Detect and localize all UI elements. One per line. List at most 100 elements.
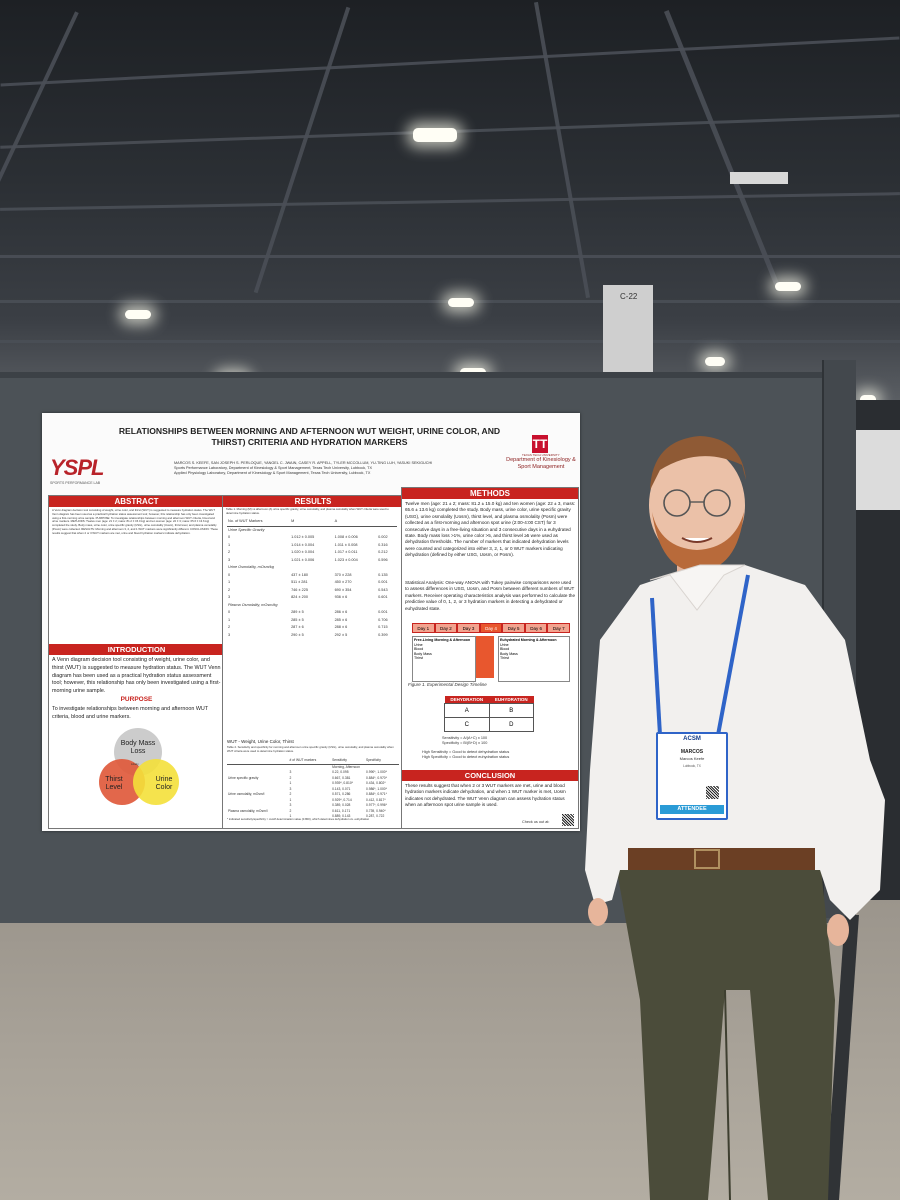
figure-caption: Figure 1. Experimental Design Timeline xyxy=(408,682,487,687)
table2-cell: 2 xyxy=(289,792,292,796)
table2-cell: 0.22, 0.095 xyxy=(332,770,349,774)
table1-cell: 1.014 ± 0.004 xyxy=(291,542,315,547)
ceiling-light xyxy=(448,298,474,307)
table1-cell: 1.012 ± 0.005 xyxy=(291,535,315,539)
table2-cell: 0.977*, 0.996* xyxy=(366,803,387,807)
ceiling-sign xyxy=(730,172,788,184)
table1-cell: 1 xyxy=(228,617,231,622)
table1-cell: 289 ± 5 xyxy=(291,610,304,614)
table2-cell: 0.571, 0.286 xyxy=(332,792,351,796)
contingency-cell: D xyxy=(488,717,534,732)
table2-cell: 0.389, 0.028 xyxy=(332,803,351,807)
methods-heading: METHODS xyxy=(402,488,578,499)
timeline-item: Blood xyxy=(500,647,510,652)
table1-cell: 370 ± 228 xyxy=(334,572,352,577)
table1-cell: 437 ± 180 xyxy=(291,572,308,577)
university-name: TEXAS TECH UNIVERSITY xyxy=(522,453,560,457)
badge-org: ACSM xyxy=(683,736,701,742)
timeline-item: Urine xyxy=(500,642,509,647)
table1-cell: 690 ± 354 xyxy=(334,587,352,592)
affiliation: Applied Physiology Laboratory, Departmen… xyxy=(174,471,371,475)
smile xyxy=(681,537,713,543)
timeline-day: Day 1 xyxy=(412,623,435,633)
belt-buckle xyxy=(694,849,720,869)
venn-circle-urine xyxy=(133,759,179,805)
table1-cell: 0.706 xyxy=(378,617,388,622)
pants-crease xyxy=(724,989,731,1200)
table2-cell: 0.889, 0.143 xyxy=(332,814,351,818)
table1-cell: 1.023 ± 0.004 xyxy=(334,557,358,562)
table2-cell: 0.986*, 1.000* xyxy=(366,786,387,791)
truss-beam xyxy=(0,255,900,258)
column-results: RESULTS Table 1. Morning (M) vs afternoo… xyxy=(222,495,404,829)
venn-overlap-label: Likely xyxy=(131,762,139,766)
table1-cell: 2 xyxy=(228,550,231,554)
table1-cell: 292 ± 5 xyxy=(334,632,348,637)
table1-cell: 0.601 xyxy=(378,595,388,599)
methods-text: Twelve men (age: 21 ± 2; mass: 81.2 ± 15… xyxy=(405,501,576,558)
author-list: MARCOS S. KEEFE, SAN JOSEPH S. PERLOQUE,… xyxy=(174,461,433,465)
table2-cell: 3 xyxy=(289,786,292,791)
formulas: Sensitivity = A/(A+C) x 100 Specificity … xyxy=(442,736,572,746)
column-left: ABSTRACT A Venn diagram decision tool co… xyxy=(48,495,225,829)
poster-title: RELATIONSHIPS BETWEEN MORNING AND AFTERN… xyxy=(118,426,501,447)
table1-cell: 0.596 xyxy=(378,557,388,562)
timeline-item: Body Mass xyxy=(414,651,432,656)
specificity-note: High Specificity = Good to detect euhydr… xyxy=(422,755,510,759)
abstract-text: A Venn diagram decision tool consisting … xyxy=(52,509,218,535)
table1-cell: 0.001 xyxy=(378,580,388,584)
table2: # of WUT markers Sensitivity Specificity… xyxy=(227,758,399,820)
table2-subheader: Morning, Afternoon xyxy=(332,764,360,769)
table2-header: Sensitivity xyxy=(332,758,347,762)
table1-cell: 285 ± 6 xyxy=(334,617,348,622)
timeline-free-living: Free-Living Morning & Afternoon Urine Bl… xyxy=(412,636,476,682)
glasses-lens xyxy=(663,489,691,517)
table1-header: A xyxy=(334,519,338,523)
table2-cell: 0.739, 0.940* xyxy=(366,808,386,813)
right-hand xyxy=(827,914,849,946)
poster-authors: MARCOS S. KEEFE, SAN JOSEPH S. PERLOQUE,… xyxy=(174,461,474,476)
timeline-item: Body Mass xyxy=(500,651,518,656)
table2-cell: 0.143, 0.071 xyxy=(332,786,351,791)
purpose-text: To investigate relationships between mor… xyxy=(52,706,209,720)
qr-code-icon xyxy=(562,814,574,826)
table1-cell: 0.135 xyxy=(378,572,388,577)
texas-tech-logo: TT xyxy=(532,435,548,453)
table1-cell: 1 xyxy=(228,580,231,584)
timeline-day: Day 4 xyxy=(479,623,503,633)
table2-cell: 0.434, 0.802* xyxy=(366,781,386,785)
timeline-item: Urine xyxy=(414,642,423,647)
table1-cell: 0.543 xyxy=(378,587,388,592)
table2-cell: 0.287, 0.722 xyxy=(366,814,385,818)
conclusion-text: These results suggest that when 2 or 3 W… xyxy=(405,783,566,807)
timeline-left-title: Free-Living Morning & Afternoon xyxy=(414,638,471,642)
truss-beam xyxy=(0,340,900,343)
ceiling-light xyxy=(125,310,151,319)
contingency-header: EUHYDRATION xyxy=(489,696,534,704)
results-heading: RESULTS xyxy=(223,496,403,507)
table1-cell: 1.008 ± 0.006 xyxy=(334,535,358,539)
table1-group: Urine Specific Gravity xyxy=(228,527,265,532)
research-poster: YSPL SPORTS PERFORMANCE LAB RELATIONSHIP… xyxy=(42,413,580,831)
table2-cell: 1 xyxy=(289,781,292,785)
shirt xyxy=(585,565,885,920)
table1-cell: 936 ± 6 xyxy=(334,595,348,599)
timeline-days: Day 1 Day 2 Day 3 Day 4 Day 5 Day 6 Day … xyxy=(412,623,571,633)
introduction-text: A Venn diagram decision tool consisting … xyxy=(52,657,221,695)
badge-role: ATTENDEE xyxy=(660,805,724,814)
timeline-day: Day 5 xyxy=(502,623,525,633)
venn-label-urine: Urine Color xyxy=(155,776,173,791)
table1-cell: 286 ± 6 xyxy=(334,610,348,614)
table1-cell: 2 xyxy=(228,587,231,592)
table1-cell: 450 ± 270 xyxy=(334,580,352,584)
timeline-day: Day 2 xyxy=(434,623,458,633)
contingency-table: DEHYDRATION EUHYDRATION A B C D xyxy=(444,696,534,732)
hall-column xyxy=(603,285,653,380)
table1-cell: 746 ± 225 xyxy=(291,587,308,592)
table2-cell: 2 xyxy=(289,775,292,780)
table1-cell: 511 ± 281 xyxy=(291,580,308,584)
table2-caption: Table 2. Sensitivity and specificity for… xyxy=(227,746,394,753)
glasses-lens xyxy=(703,489,731,517)
attendee-badge: ACSM MARCOS Marcos Keefe Lubbock, TX ATT… xyxy=(656,732,728,820)
